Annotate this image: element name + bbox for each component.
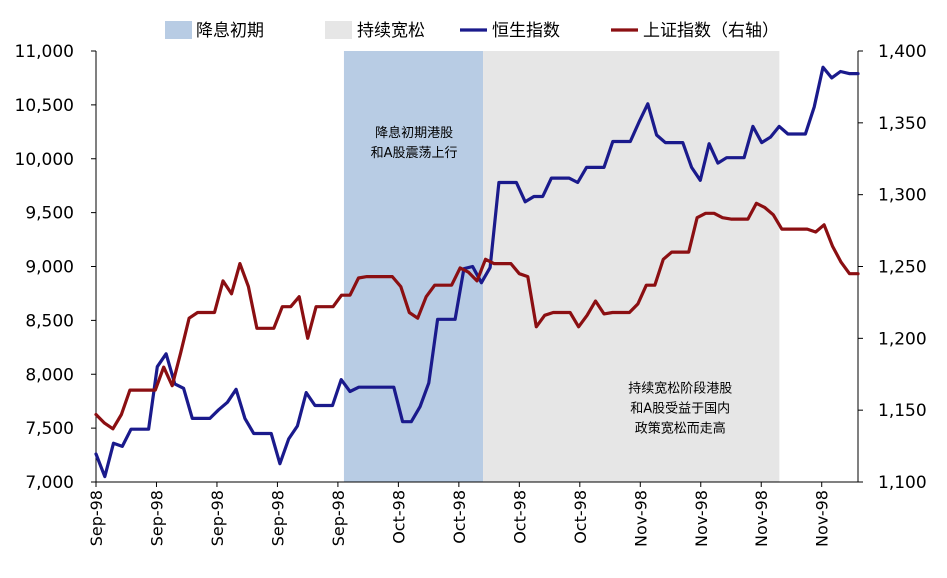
x-tick-label: Oct-98	[510, 490, 529, 544]
legend-label: 持续宽松	[357, 21, 425, 41]
x-tick-label: Sep-98	[87, 490, 106, 546]
y-right-tick-label: 1,400	[878, 42, 927, 62]
series-lines	[94, 65, 860, 479]
legend-swatch-band	[325, 21, 352, 39]
x-tick-label: Oct-98	[450, 490, 469, 544]
x-tick-label: Nov-98	[631, 490, 650, 547]
y-right-tick-label: 1,200	[878, 329, 927, 349]
annotation-text: 降息初期港股	[375, 125, 453, 141]
band-1	[483, 51, 780, 482]
y-right-tick-label: 1,250	[878, 258, 927, 278]
y-left-tick-label: 8,500	[25, 311, 74, 331]
axes: 7,000 7,500 8,000 8,500 9,000 9,500 10,000 10,5…	[15, 42, 927, 547]
legend-label: 降息初期	[196, 21, 264, 41]
y-left-tick-label: 9,000	[25, 258, 74, 278]
x-tick-label: Oct-98	[389, 490, 408, 544]
y-right-tick-label: 1,300	[878, 186, 927, 206]
y-right-tick-label: 1,150	[878, 401, 927, 421]
x-tick-label: Nov-98	[752, 490, 771, 547]
y-right-tick-label: 1,350	[878, 114, 927, 134]
legend-swatch-band	[165, 21, 192, 39]
y-left-tick-label: 9,500	[25, 204, 74, 224]
annotation-text: 持续宽松阶段港股	[628, 381, 732, 397]
x-tick-label: Sep-98	[268, 490, 287, 546]
x-tick-label: Sep-98	[208, 490, 227, 546]
legend-label: 恒生指数	[492, 21, 560, 41]
x-tick-label: Nov-98	[692, 490, 711, 547]
y-right-tick-label: 1,100	[878, 473, 927, 493]
y-left-tick-label: 10,000	[15, 150, 74, 170]
annotation-text: 和A股震荡上行	[371, 146, 458, 161]
y-left-tick-label: 10,500	[15, 96, 74, 116]
y-left-tick-label: 11,000	[15, 42, 74, 62]
x-tick-label: Nov-98	[813, 490, 832, 547]
annotation-text: 和A股受益于国内	[630, 401, 730, 417]
legend-label: 上证指数（右轴）	[643, 21, 779, 41]
shaded-bands	[343, 51, 780, 482]
legend: 降息初期 持续宽松 恒生指数 上证指数（右轴）	[165, 21, 779, 41]
x-tick-label: Oct-98	[571, 490, 590, 544]
annotation-text: 政策宽松而走高	[635, 421, 726, 437]
y-left-tick-label: 7,500	[25, 419, 74, 439]
y-left-tick-label: 8,000	[25, 365, 74, 385]
x-tick-label: Sep-98	[147, 490, 166, 546]
series-line-shanghai	[94, 201, 860, 431]
x-tick-label: Sep-98	[329, 490, 348, 546]
series-line-hang-seng	[94, 65, 860, 479]
y-left-tick-label: 7,000	[25, 473, 74, 493]
